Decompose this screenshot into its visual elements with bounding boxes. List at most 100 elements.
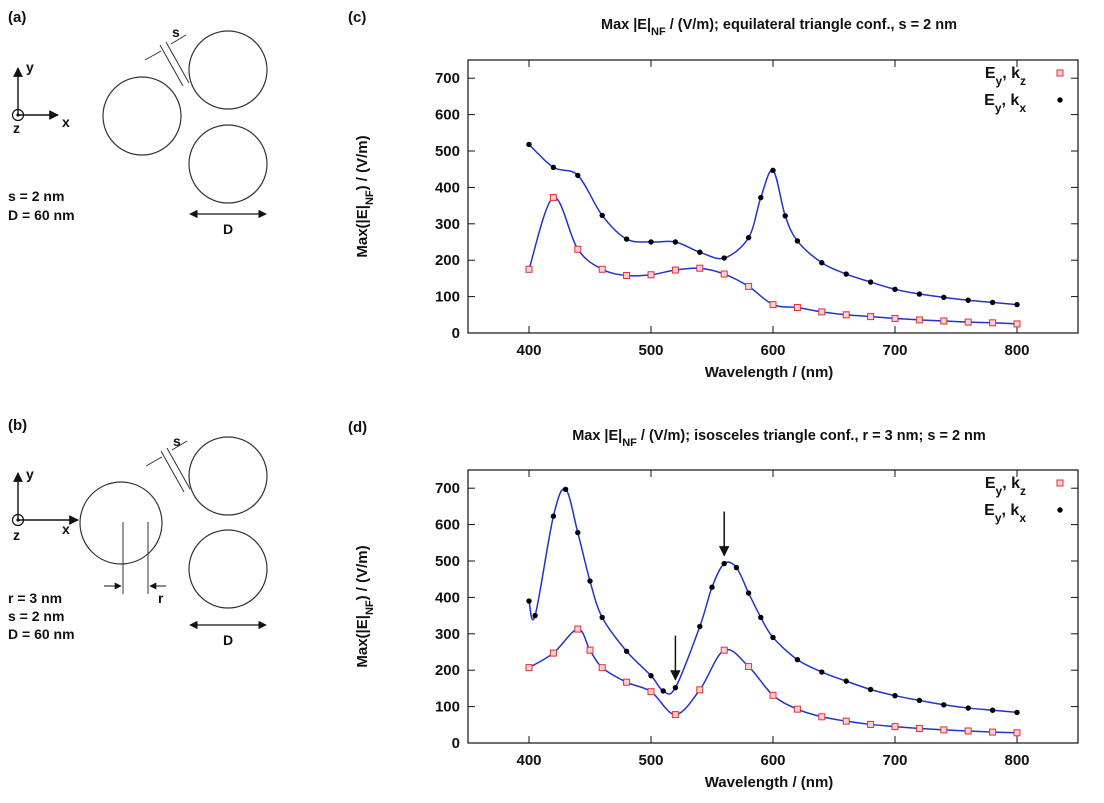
data-point-dot [892, 286, 898, 293]
x-tick-label: 500 [638, 342, 663, 359]
y-tick-label: 100 [435, 699, 460, 716]
data-point-dot [758, 614, 764, 621]
axis-z-label: z [13, 120, 20, 136]
legend-label-2: Ey, kx [984, 502, 1026, 525]
y-tick-label: 700 [435, 480, 460, 497]
x-tick-label: 600 [760, 342, 785, 359]
gap-indicator-a: s [144, 24, 190, 87]
data-point-dot [709, 584, 715, 590]
data-point-square [1013, 729, 1021, 737]
data-point-dot [721, 560, 727, 567]
legend-marker-square [1056, 479, 1064, 487]
data-point-square [598, 265, 606, 273]
data-point-dot [733, 564, 740, 571]
sphere-bottom-right [188, 529, 268, 609]
y-axis-label: Max(|E|NF) / (V/m) [354, 545, 376, 667]
data-point-dot [843, 678, 849, 684]
y-tick-label: 300 [435, 216, 460, 233]
data-point-dot [867, 686, 874, 693]
y-tick-label: 500 [435, 143, 460, 160]
diameter-label: D [223, 221, 233, 237]
y-tick-label: 700 [435, 70, 460, 87]
data-point-square [623, 678, 631, 686]
data-point-dot [843, 271, 849, 277]
legend-marker-dot [1057, 507, 1063, 513]
data-point-dot [770, 167, 776, 173]
data-point-dot [697, 623, 703, 630]
data-point-dot [867, 279, 874, 285]
data-point-square [769, 691, 777, 699]
x-tick-label: 800 [1004, 752, 1029, 769]
data-point-dot [550, 513, 557, 519]
data-point-square [720, 646, 728, 654]
data-point-dot [562, 486, 569, 492]
x-tick-label: 400 [516, 752, 541, 769]
x-axis-label: Wavelength / (nm) [705, 364, 834, 381]
gap-label: s [173, 433, 181, 449]
y-axis-label: Max(|E|NF) / (V/m) [354, 135, 376, 257]
y-tick-label: 0 [452, 325, 460, 342]
data-point-square [647, 271, 655, 279]
data-point-dot [782, 213, 788, 219]
coordinate-axes-a: y x z [11, 59, 70, 136]
x-tick-label: 800 [1004, 342, 1029, 359]
data-point-square [696, 686, 704, 694]
data-point-dot [575, 529, 581, 536]
data-point-square [574, 625, 582, 633]
data-point-square [915, 724, 923, 732]
gap-indicator-b: s [145, 433, 191, 493]
radius-indicator: r [104, 522, 166, 606]
y-tick-label: 600 [435, 517, 460, 534]
data-point-square [671, 711, 679, 719]
data-point-square [598, 664, 606, 672]
data-point-dot [819, 669, 825, 675]
data-point-dot [697, 249, 703, 255]
data-point-square [940, 317, 948, 325]
chart-title: Max |E|NF / (V/m); equilateral triangle … [601, 17, 957, 38]
data-point-dot [623, 648, 630, 654]
y-tick-label: 0 [452, 735, 460, 752]
sphere-top-right [188, 436, 268, 516]
data-point-square [671, 266, 679, 274]
data-point-dot [965, 705, 971, 711]
param-diameter: D = 60 nm [8, 626, 75, 642]
data-point-dot [623, 236, 630, 242]
x-tick-label: 600 [760, 752, 785, 769]
data-point-dot [599, 614, 605, 621]
legend-marker-dot [1057, 97, 1063, 103]
diameter-label: D [223, 632, 233, 648]
data-point-square [891, 723, 899, 731]
x-tick-label: 400 [516, 342, 541, 359]
data-point-square [1013, 320, 1021, 328]
chart-title: Max |E|NF / (V/m); isosceles triangle co… [572, 428, 986, 449]
data-point-square [745, 663, 753, 671]
data-point-square [891, 314, 899, 322]
data-point-dot [794, 238, 801, 244]
data-point-square [586, 646, 594, 654]
data-point-dot [965, 297, 971, 303]
data-point-square [818, 308, 826, 316]
x-tick-label: 700 [882, 342, 907, 359]
z-out-of-plane-icon [11, 513, 25, 527]
data-point-square [696, 264, 704, 272]
data-point-square [745, 282, 753, 290]
data-point-dot [758, 194, 764, 201]
data-point-dot [526, 141, 532, 148]
panel-label: (c) [348, 9, 366, 26]
data-point-dot [989, 299, 996, 306]
sphere-top-right [188, 30, 268, 110]
chart-c: (c) Max |E|NF / (V/m); equilateral triang… [348, 9, 1079, 381]
data-point-dot [550, 164, 557, 171]
data-point-dot [770, 634, 776, 641]
data-point-square [989, 728, 997, 736]
x-tick-label: 500 [638, 752, 663, 769]
data-point-square [549, 649, 557, 657]
panel-label: (d) [348, 419, 367, 436]
data-point-square [867, 313, 875, 321]
data-point-dot [672, 239, 679, 245]
data-point-dot [721, 255, 727, 261]
data-point-dot [648, 239, 654, 245]
gap-label: s [172, 24, 180, 40]
axis-x-label: x [62, 114, 70, 130]
